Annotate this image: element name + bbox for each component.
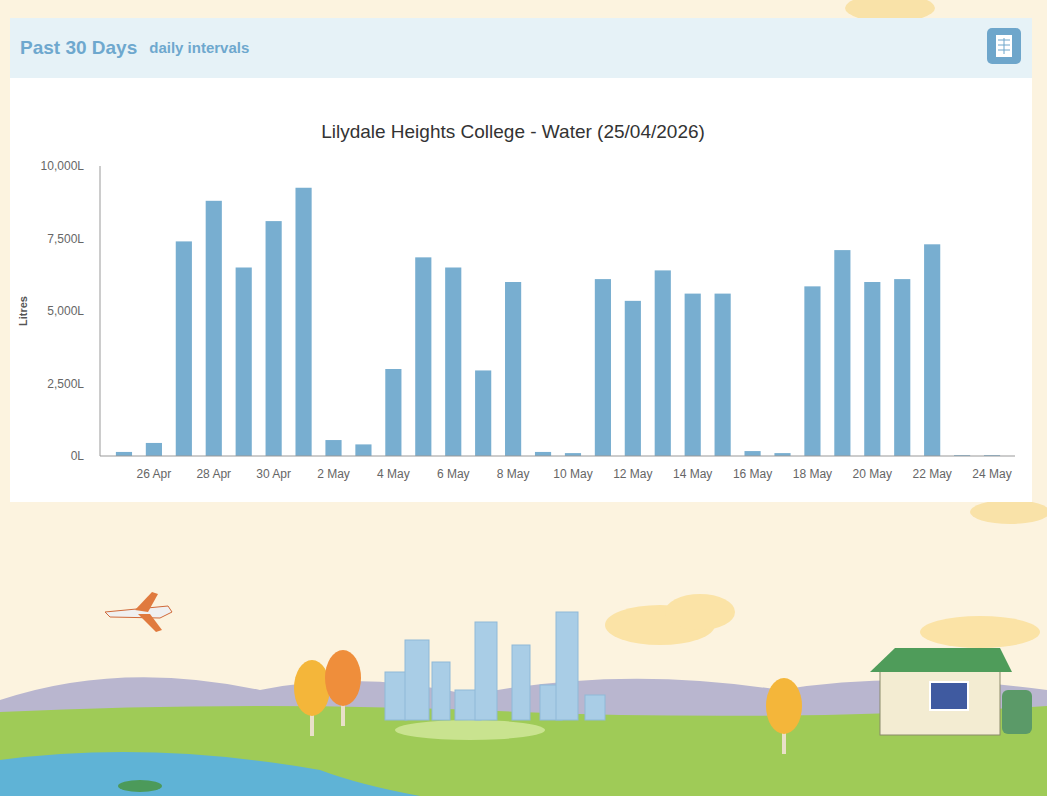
page-background [0,0,1047,796]
y-tick-label: 2,500L [47,377,84,391]
bar [894,279,910,456]
path-glow [395,720,545,740]
x-tick-label: 6 May [437,467,470,481]
y-tick-label: 0L [71,449,85,463]
cloud [970,500,1047,524]
panel-header [10,18,1032,78]
plane-wing [138,614,162,632]
x-tick-label: 24 May [972,467,1011,481]
bar [445,268,461,457]
water-tank [1002,690,1032,734]
bar [385,369,401,456]
bar [715,294,731,456]
building [385,672,407,720]
bars [116,188,1000,456]
building [585,695,605,720]
bar [415,257,431,456]
x-tick-label: 18 May [793,467,832,481]
plane-wing [135,592,158,612]
chart-title: Lilydale Heights College - Water (25/04/… [321,121,705,142]
building [432,662,450,720]
background-illustration [0,0,1047,796]
x-tick-label: 2 May [317,467,350,481]
bar [505,282,521,456]
x-tick-label: 8 May [497,467,530,481]
x-tick-label: 28 Apr [196,467,231,481]
y-tick-label: 5,000L [47,304,84,318]
bar [266,221,282,456]
bar [685,294,701,456]
bar [804,286,820,456]
bar [206,201,222,456]
building [405,640,429,720]
y-axis-title: Litres [17,296,29,326]
y-axis-line [100,166,101,456]
tree-crown [294,660,330,716]
x-tick-label: 22 May [912,467,951,481]
building [556,612,578,720]
bar [924,244,940,456]
bar [625,301,641,456]
bar [325,440,341,456]
x-axis-line [100,456,1015,457]
x-tick-label: 20 May [853,467,892,481]
bar [176,241,192,456]
page: Past 30 Days daily intervals Lilydale Heig… [0,0,1047,796]
export-sheet [996,35,1012,57]
y-tick-label: 7,500L [47,232,84,246]
bar [236,268,252,457]
y-tick-label: 10,000L [41,159,85,173]
panel-interval: daily intervals [149,39,249,56]
bar [295,188,311,456]
river [0,752,420,796]
bar [744,451,760,456]
bar [116,452,132,456]
x-tick-label: 4 May [377,467,410,481]
bar [864,282,880,456]
x-tick-label: 12 May [613,467,652,481]
x-tick-label: 26 Apr [137,467,172,481]
cloud [920,616,1040,648]
bar [355,444,371,456]
panel-title: Past 30 Days [20,37,137,58]
tree-crown [766,678,802,734]
x-tick-label: 30 Apr [256,467,291,481]
house-window [930,682,968,710]
panel-body [10,18,1032,502]
export-button[interactable] [987,28,1021,64]
x-tick-label: 14 May [673,467,712,481]
export-icon[interactable] [987,28,1021,64]
bar [655,270,671,456]
building [475,622,497,720]
export-sheet-line [1004,38,1005,54]
bar [834,250,850,456]
house-roof [870,648,1012,672]
tree-crown [325,650,361,706]
cloud [665,594,735,630]
x-tick-label: 10 May [553,467,592,481]
bar [146,443,162,456]
panel: Past 30 Days daily intervals [10,18,1032,502]
x-tick-label: 16 May [733,467,772,481]
bar [595,279,611,456]
building [512,645,530,720]
bar [475,370,491,456]
bar [535,452,551,456]
house [880,670,1000,735]
lily-pad [118,780,162,792]
chart: Lilydale Heights College - Water (25/04/… [17,121,1015,481]
